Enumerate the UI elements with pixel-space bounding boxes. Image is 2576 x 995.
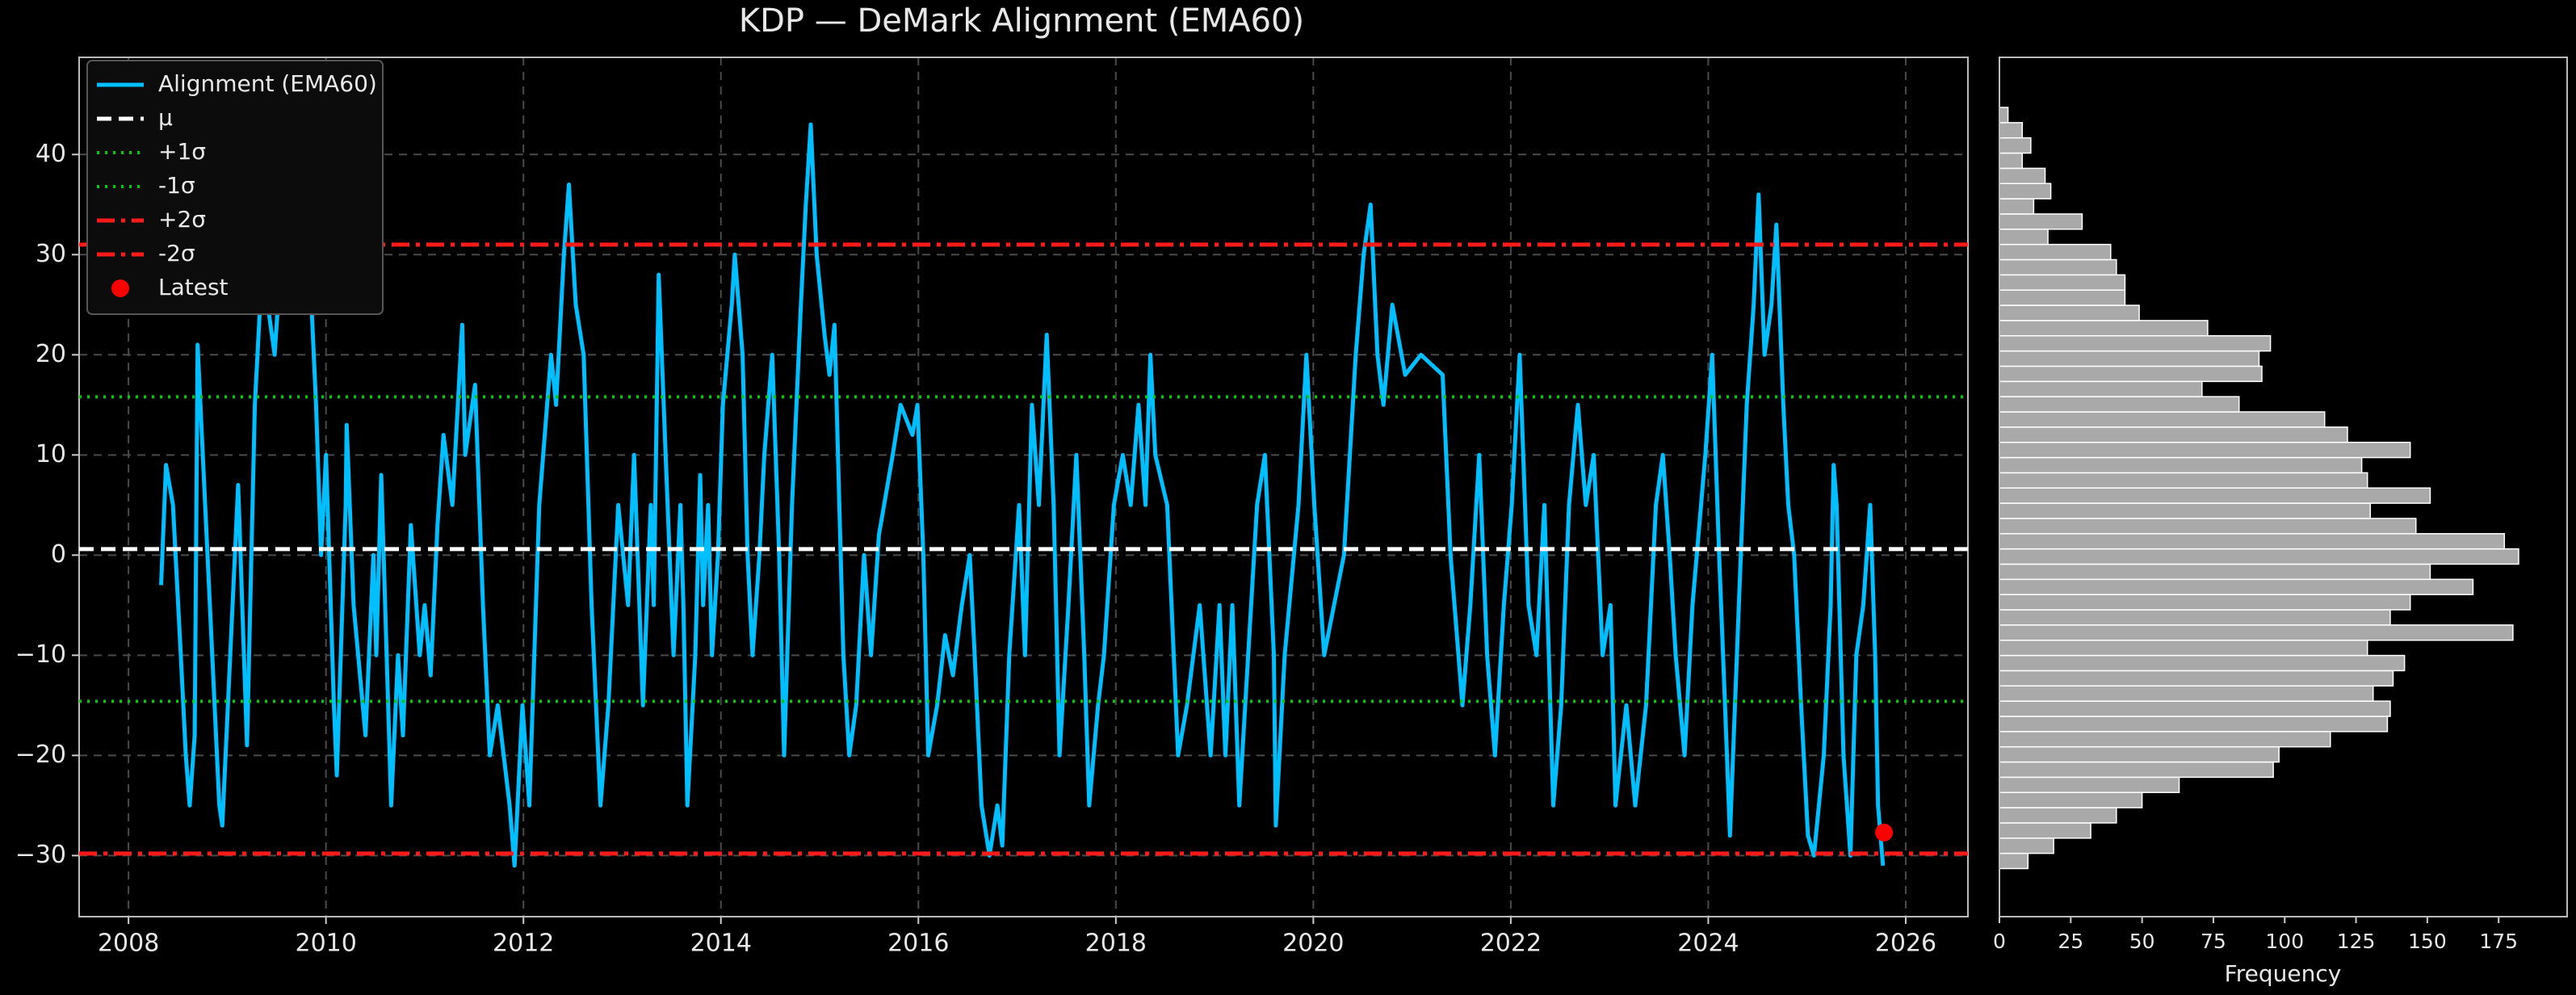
histogram-bar bbox=[1999, 685, 2374, 702]
histogram-bar bbox=[1999, 320, 2209, 337]
histogram-bar bbox=[1999, 411, 2326, 428]
x-tick-label: 75 bbox=[2201, 930, 2226, 953]
histogram-bar bbox=[1999, 639, 2368, 657]
histogram-bar bbox=[1999, 243, 2112, 261]
x-tick-label: 2018 bbox=[1085, 930, 1147, 958]
plot-frame bbox=[78, 57, 1969, 917]
histogram-bar bbox=[1999, 213, 2083, 230]
histogram-bar bbox=[1999, 487, 2431, 504]
x-axis-label: Frequency bbox=[2225, 960, 2342, 987]
data-line bbox=[159, 102, 1886, 868]
histogram-bar bbox=[1999, 396, 2240, 413]
legend-label: -2σ bbox=[158, 240, 195, 267]
chart-title: KDP — DeMark Alignment (EMA60) bbox=[739, 2, 1304, 40]
x-tick-label: 2014 bbox=[690, 930, 752, 958]
x-tick-label: 2020 bbox=[1282, 930, 1344, 958]
histogram-bar bbox=[1999, 731, 2331, 748]
x-tick-label: 0 bbox=[1993, 930, 2006, 953]
histogram-bar bbox=[1999, 624, 2514, 641]
legend-label: -1σ bbox=[158, 172, 195, 199]
histogram-bar bbox=[1999, 761, 2274, 779]
x-tick-label: 2016 bbox=[887, 930, 949, 958]
histogram-bar bbox=[1999, 380, 2203, 397]
x-tick-label: 50 bbox=[2129, 930, 2155, 953]
histogram-bar bbox=[1999, 304, 2140, 321]
x-tick-label: 2022 bbox=[1480, 930, 1542, 958]
histogram-bar bbox=[1999, 563, 2431, 581]
histogram-bar bbox=[1999, 136, 2032, 154]
y-tick-label: −20 bbox=[15, 741, 66, 769]
histogram-bar bbox=[1999, 334, 2272, 352]
y-tick-label: 20 bbox=[36, 340, 66, 368]
histogram-bar bbox=[1999, 700, 2391, 717]
histogram-bar bbox=[1999, 152, 2024, 170]
histogram-bar bbox=[1999, 456, 2363, 474]
latest-point bbox=[1875, 823, 1894, 842]
x-tick-label: 175 bbox=[2479, 930, 2518, 953]
histogram-bar bbox=[1999, 654, 2406, 672]
legend-label: +2σ bbox=[158, 206, 206, 233]
plot-frame bbox=[1999, 57, 2568, 917]
histogram-bar bbox=[1999, 807, 2117, 824]
histogram-bar bbox=[1999, 258, 2117, 276]
histogram-bar bbox=[1999, 198, 2035, 215]
histogram-bar bbox=[1999, 670, 2394, 687]
x-tick-label: 2008 bbox=[98, 930, 159, 958]
histogram-bar bbox=[1999, 472, 2368, 489]
y-tick-label: 0 bbox=[51, 540, 66, 569]
histogram-bar bbox=[1999, 350, 2260, 367]
histogram-bar bbox=[1999, 229, 2049, 246]
legend-swatch bbox=[111, 279, 129, 297]
histogram-bar bbox=[1999, 502, 2371, 519]
histogram-bar bbox=[1999, 441, 2411, 459]
legend-label: μ bbox=[158, 104, 173, 131]
histogram-bar bbox=[1999, 745, 2280, 763]
legend-box bbox=[86, 60, 384, 315]
histogram-bar bbox=[1999, 289, 2126, 306]
histogram-bar bbox=[1999, 365, 2263, 383]
histogram-bar bbox=[1999, 716, 2389, 733]
legend-label: Latest bbox=[158, 274, 229, 300]
x-tick-label: 25 bbox=[2058, 930, 2083, 953]
histogram-bar bbox=[1999, 122, 2024, 139]
histogram-bar bbox=[1999, 578, 2474, 595]
y-tick-label: 10 bbox=[36, 440, 66, 468]
x-tick-label: 2026 bbox=[1875, 930, 1936, 958]
histogram-bar bbox=[1999, 274, 2126, 291]
y-tick-label: −30 bbox=[15, 841, 66, 869]
histogram-bar bbox=[1999, 183, 2052, 199]
x-tick-label: 2010 bbox=[295, 930, 356, 958]
x-tick-label: 150 bbox=[2408, 930, 2447, 953]
histogram-bar bbox=[1999, 518, 2417, 535]
histogram-bar bbox=[1999, 791, 2143, 808]
histogram-bar bbox=[1999, 548, 2519, 565]
y-tick-label: 30 bbox=[36, 240, 66, 268]
histogram-bar bbox=[1999, 852, 2029, 870]
x-tick-label: 2024 bbox=[1677, 930, 1739, 958]
histogram-bar bbox=[1999, 838, 2054, 854]
histogram-bar bbox=[1999, 594, 2411, 611]
histogram-bar bbox=[1999, 822, 2091, 839]
histogram-bar bbox=[1999, 167, 2046, 185]
legend-label: Alignment (EMA60) bbox=[158, 70, 377, 97]
histogram-bar bbox=[1999, 533, 2506, 550]
histogram-bar bbox=[1999, 776, 2180, 793]
histogram-bar bbox=[1999, 609, 2391, 626]
y-tick-label: 40 bbox=[36, 140, 66, 168]
legend-label: +1σ bbox=[158, 138, 206, 165]
y-tick-label: −10 bbox=[15, 640, 66, 669]
x-tick-label: 2012 bbox=[493, 930, 554, 958]
x-tick-label: 125 bbox=[2337, 930, 2376, 953]
histogram-bar bbox=[1999, 107, 2009, 124]
x-tick-label: 100 bbox=[2265, 930, 2304, 953]
histogram-bar bbox=[1999, 426, 2348, 443]
